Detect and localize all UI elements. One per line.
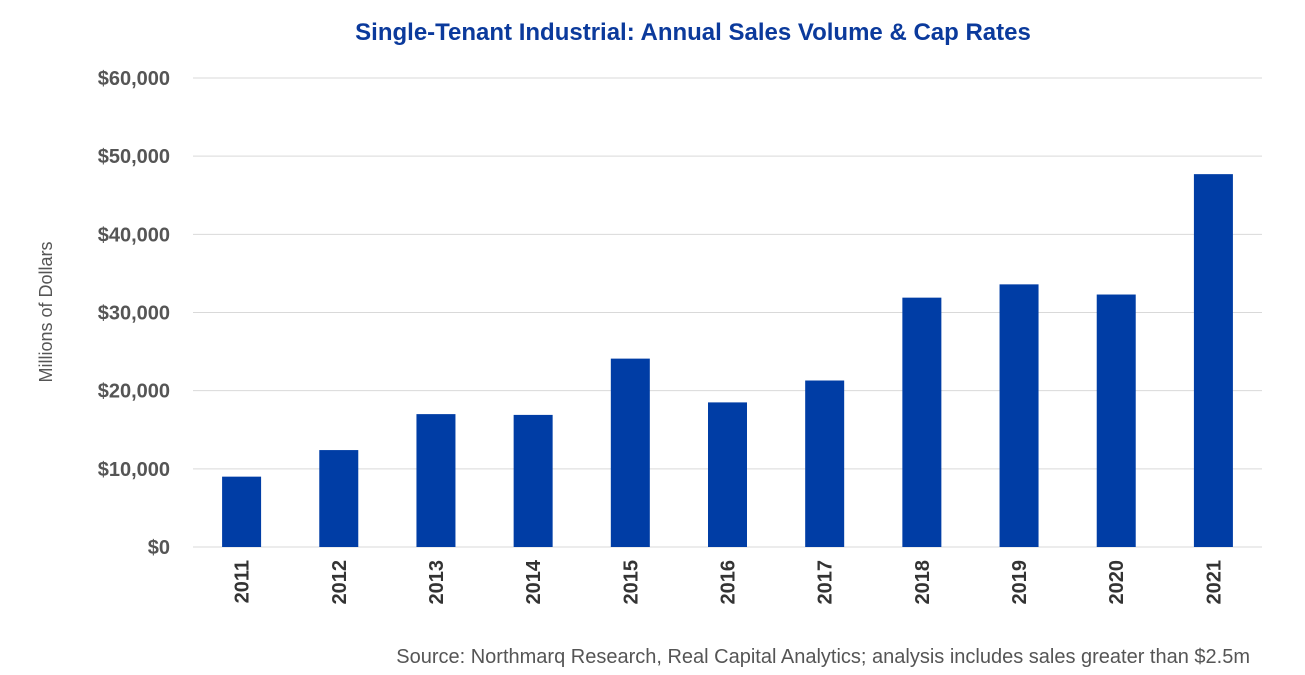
y-tick-label: $0: [148, 537, 170, 559]
x-tick-label: 2019: [1009, 560, 1031, 605]
bar-2013: [416, 414, 456, 547]
bar-2017: [805, 380, 845, 547]
x-tick-label: 2011: [232, 560, 254, 603]
y-axis-label: Millions of Dollars: [36, 241, 56, 382]
y-tick-label: $20,000: [98, 381, 170, 403]
x-tick-label: 2015: [620, 560, 642, 605]
x-tick-label: 2020: [1106, 560, 1128, 605]
bar-2019: [999, 284, 1039, 547]
y-tick-label: $10,000: [98, 459, 170, 481]
bar-2021: [1193, 174, 1233, 547]
y-tick-label: $30,000: [98, 303, 170, 325]
bar-2020: [1096, 294, 1136, 547]
x-tick-label: 2021: [1203, 560, 1225, 605]
x-tick-label: 2017: [815, 560, 837, 605]
y-tick-label: $60,000: [98, 68, 170, 90]
bar-2015: [610, 358, 650, 547]
x-tick-label: 2018: [912, 560, 934, 605]
bar-2018: [902, 297, 942, 547]
x-tick-label: 2014: [523, 559, 545, 604]
y-tick-label: $40,000: [98, 224, 170, 246]
source-note: Source: Northmarq Research, Real Capital…: [396, 646, 1250, 668]
bars: [222, 174, 1233, 547]
bar-2011: [222, 476, 262, 547]
x-tick-label: 2016: [718, 560, 740, 605]
x-axis-ticks: 2011 2012 2013 2014 2015 2016 2017 2018 2019 2020…: [232, 559, 1226, 604]
x-tick-label: 2012: [329, 560, 351, 605]
bar-2014: [513, 414, 553, 547]
y-tick-label: $50,000: [98, 146, 170, 168]
bar-2012: [319, 450, 359, 547]
gridlines: [193, 77, 1262, 548]
chart-title: Single-Tenant Industrial: Annual Sales V…: [355, 19, 1031, 46]
bar-2016: [708, 402, 747, 547]
x-tick-label: 2013: [426, 560, 448, 605]
y-axis-ticks: $0 $10,000 $20,000 $30,000 $40,000 $50,000 $60…: [98, 68, 170, 559]
